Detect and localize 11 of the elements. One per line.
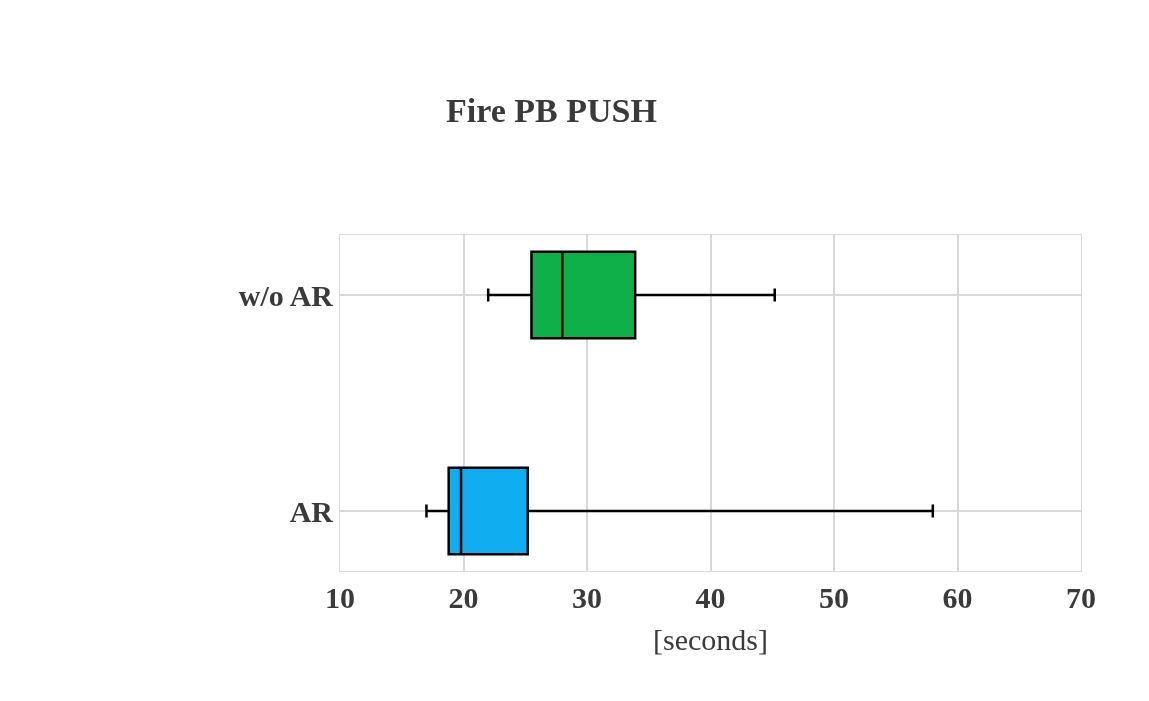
x-tick-label: 20 bbox=[448, 581, 479, 614]
x-axis-title: [seconds] bbox=[653, 622, 768, 656]
x-tick-label: 60 bbox=[942, 581, 973, 614]
x-tick-label: 70 bbox=[1066, 581, 1096, 614]
y-tick-label: w/o AR bbox=[238, 278, 334, 312]
y-tick-label: AR bbox=[289, 494, 334, 528]
x-tick-label: 10 bbox=[325, 581, 355, 614]
x-tick-label: 30 bbox=[572, 581, 602, 614]
x-tick-label: 50 bbox=[819, 581, 849, 614]
chart-title: Fire PB PUSH bbox=[446, 91, 657, 129]
x-tick-label: 40 bbox=[695, 581, 726, 614]
